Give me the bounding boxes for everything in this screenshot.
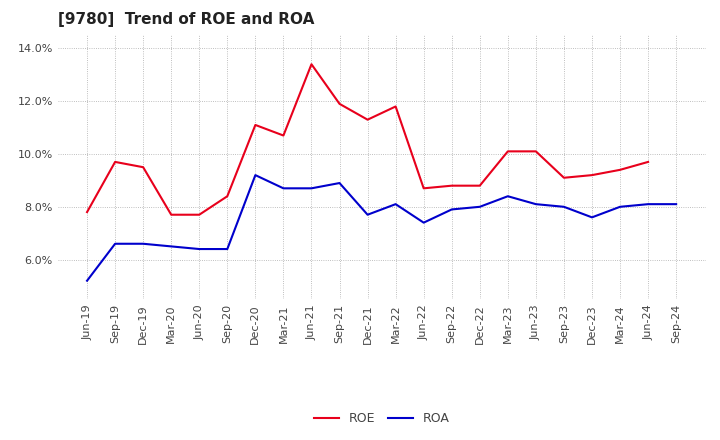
ROE bbox=[559, 175, 568, 180]
ROA bbox=[391, 202, 400, 207]
ROE bbox=[307, 62, 316, 67]
ROA bbox=[307, 186, 316, 191]
ROE bbox=[503, 149, 512, 154]
ROA bbox=[531, 202, 540, 207]
ROE bbox=[336, 101, 344, 106]
ROA bbox=[279, 186, 288, 191]
ROA bbox=[195, 246, 204, 252]
ROE bbox=[588, 172, 596, 178]
Line: ROE: ROE bbox=[87, 64, 648, 215]
ROE bbox=[391, 104, 400, 109]
ROE bbox=[195, 212, 204, 217]
ROA bbox=[475, 204, 484, 209]
ROA bbox=[588, 215, 596, 220]
ROA bbox=[167, 244, 176, 249]
ROE bbox=[279, 133, 288, 138]
ROA bbox=[644, 202, 652, 207]
ROA bbox=[419, 220, 428, 225]
ROE bbox=[251, 122, 260, 128]
ROA bbox=[364, 212, 372, 217]
ROE bbox=[364, 117, 372, 122]
Line: ROA: ROA bbox=[87, 175, 676, 281]
ROE bbox=[531, 149, 540, 154]
ROE bbox=[139, 165, 148, 170]
ROA bbox=[83, 278, 91, 283]
ROE bbox=[616, 167, 624, 172]
ROA bbox=[251, 172, 260, 178]
ROE bbox=[475, 183, 484, 188]
Text: [9780]  Trend of ROE and ROA: [9780] Trend of ROE and ROA bbox=[58, 12, 314, 27]
ROE bbox=[111, 159, 120, 165]
ROA bbox=[223, 246, 232, 252]
ROA bbox=[503, 194, 512, 199]
ROA bbox=[447, 207, 456, 212]
ROE bbox=[167, 212, 176, 217]
Legend: ROE, ROA: ROE, ROA bbox=[309, 407, 454, 430]
ROA bbox=[559, 204, 568, 209]
ROE bbox=[83, 209, 91, 215]
ROA bbox=[672, 202, 680, 207]
ROE bbox=[644, 159, 652, 165]
ROE bbox=[419, 186, 428, 191]
ROE bbox=[447, 183, 456, 188]
ROA bbox=[139, 241, 148, 246]
ROA bbox=[616, 204, 624, 209]
ROE bbox=[223, 194, 232, 199]
ROA bbox=[111, 241, 120, 246]
ROA bbox=[336, 180, 344, 186]
